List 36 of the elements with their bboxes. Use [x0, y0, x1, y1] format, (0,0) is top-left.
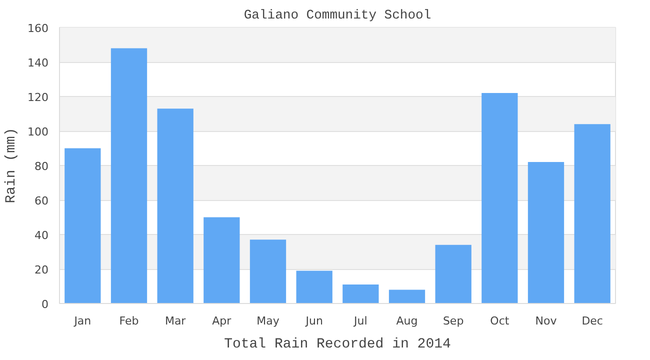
bar	[204, 217, 240, 304]
bar	[435, 244, 472, 304]
y-tick-label: 20	[34, 264, 49, 276]
bar	[250, 240, 286, 304]
x-tick-label: Nov	[535, 314, 558, 328]
bar	[388, 290, 426, 304]
y-axis-title: Rain (mm)	[4, 128, 20, 204]
y-tick-label: 160	[28, 22, 49, 35]
bar	[64, 148, 101, 304]
bar	[296, 270, 332, 304]
x-tick-label: Jan	[73, 314, 92, 328]
y-tick-label: 140	[28, 56, 49, 70]
x-axis-title: Total Rain Recorded in 2014	[224, 336, 451, 352]
x-tick-label: Sep	[442, 314, 464, 328]
x-tick-label: Mar	[164, 314, 186, 328]
x-tick-label: Oct	[490, 314, 510, 328]
y-tick-label: 0	[42, 298, 48, 311]
y-tick-label: 40	[34, 229, 49, 242]
bar	[574, 124, 610, 304]
bar	[528, 162, 564, 304]
y-tick-label: 60	[34, 194, 49, 208]
x-tick-label: Dec	[582, 314, 603, 328]
y-tick-label: 120	[28, 91, 49, 104]
bar	[482, 93, 518, 304]
x-tick-label: May	[256, 314, 280, 328]
x-tick-label: Jun	[304, 314, 323, 328]
x-tick-label: Aug	[396, 314, 418, 328]
y-tick-label: 100	[28, 126, 49, 138]
bar	[342, 284, 379, 304]
x-tick-label: Apr	[212, 314, 232, 328]
bar	[110, 48, 148, 304]
y-tick-label: 80	[34, 160, 49, 173]
chart-title: Galiano Community School	[244, 8, 432, 22]
x-tick-label: Feb	[119, 314, 139, 328]
bar	[157, 108, 194, 304]
x-tick-label: Jul	[353, 314, 368, 328]
